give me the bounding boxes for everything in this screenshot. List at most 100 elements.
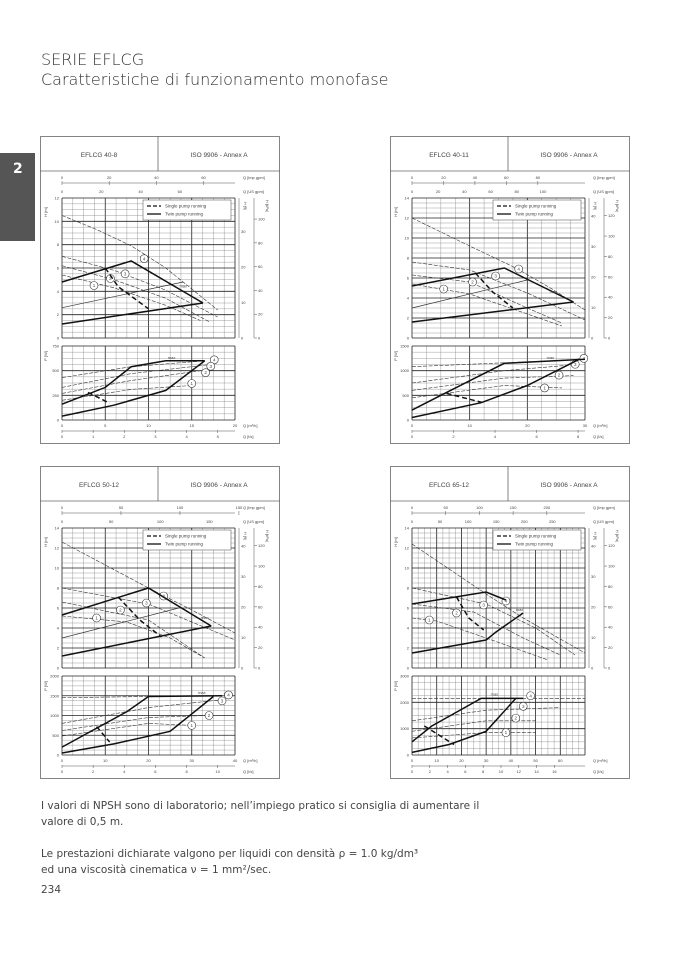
kpa-tick-label: 0 [608, 336, 611, 341]
head-curve-label: 4 [505, 599, 508, 604]
legend-single-label: Single pump running [515, 204, 557, 209]
power-curve-marker [501, 728, 511, 737]
us-tick-label: 0 [61, 519, 64, 524]
head-curve-label: 2 [109, 276, 112, 281]
ls-tick-label: 4 [446, 769, 449, 774]
head-curve-4 [411, 217, 586, 311]
imp-tick-label: 80 [536, 175, 541, 180]
ls-tick-label: 8 [185, 769, 188, 774]
head-tick-label: 2 [57, 646, 60, 651]
us-axis-label: Q [US gpm] [593, 519, 614, 524]
us-tick-label: 60 [488, 189, 493, 194]
q-tick-label: 10 [434, 758, 439, 763]
single-pump-power-curve [96, 726, 111, 743]
power-curve-label: 2 [515, 716, 518, 721]
chart-standard: ISO 9906 - Annex A [540, 152, 598, 159]
ft-tick-label: 0 [591, 666, 594, 671]
head-curve-3 [411, 261, 586, 321]
chart-standard: ISO 9906 - Annex A [190, 482, 248, 489]
kpa-tick-label: 40 [258, 625, 263, 630]
kpa-tick-label: 60 [258, 604, 263, 609]
ls-tick-label: 12 [517, 769, 522, 774]
us-tick-label: 100 [157, 519, 164, 524]
power-curve-2 [61, 715, 205, 731]
head-curve-marker [142, 598, 151, 608]
ls-tick-label: 4 [494, 434, 497, 439]
power-curve-3 [61, 699, 223, 724]
ft-tick-label: 10 [591, 305, 596, 310]
kpa-tick-label: 100 [608, 234, 615, 239]
ft-tick-label: 0 [241, 336, 244, 341]
chart-eflcg-65-12: EFLCG 65-12 ISO 9906 - Annex A0 50 100 150 20… [390, 466, 630, 779]
head-tick-label: 8 [407, 586, 410, 591]
power-curve-label: 4 [227, 693, 230, 698]
imp-tick-label: 20 [107, 175, 112, 180]
power-tick-label: 1000 [400, 368, 410, 373]
ls-tick-label: 14 [534, 769, 539, 774]
kpa-axis-label: H [kPa] [615, 200, 619, 212]
head-curve-label: 2 [455, 611, 458, 616]
twin-pump-head-curve [411, 267, 574, 303]
legend-twin-label: Twin pump running [515, 212, 554, 217]
ft-axis-label: H [ft] [593, 202, 597, 210]
kpa-tick-label: 120 [608, 543, 615, 548]
head-tick-label: 6 [57, 606, 60, 611]
head-curve-label: 2 [119, 608, 122, 613]
kpa-tick-label: 80 [258, 240, 263, 245]
imp-tick-label: 0 [411, 505, 414, 510]
twin-pump-head-curve [411, 301, 574, 323]
ft-axis-label: H [ft] [243, 202, 247, 210]
power-curve-4 [61, 360, 205, 378]
q-tick-label: 0 [61, 423, 64, 428]
chart-title: EFLCG 65-12 [429, 482, 469, 489]
power-curve-label: 4 [529, 693, 532, 698]
legend-twin-label: Twin pump running [515, 542, 554, 547]
max-label: max [179, 283, 187, 288]
series-title: SERIE EFLCG [41, 50, 145, 69]
us-axis-label: Q [US gpm] [243, 519, 264, 524]
head-tick-label: 8 [407, 256, 410, 261]
ls-tick-label: 0 [411, 769, 414, 774]
power-tick-label: 0 [407, 418, 410, 423]
kpa-tick-label: 40 [608, 625, 613, 630]
us-tick-label: 80 [515, 189, 520, 194]
head-curve-4 [61, 215, 218, 311]
kpa-tick-label: 0 [258, 666, 261, 671]
head-tick-label: 6 [407, 606, 410, 611]
head-tick-label: 2 [407, 316, 410, 321]
us-tick-label: 60 [178, 189, 183, 194]
power-curve-label: 1 [190, 381, 193, 386]
head-curve-marker [139, 254, 149, 263]
head-curve-4 [61, 541, 236, 634]
head-curve-4 [411, 543, 586, 654]
power-max-label: max [198, 690, 206, 695]
us-tick-label: 40 [462, 189, 467, 194]
q-axis-label: Q [m³/h] [243, 423, 257, 428]
kpa-tick-label: 80 [258, 584, 263, 589]
kpa-tick-label: 120 [258, 543, 265, 548]
head-tick-label: 6 [57, 266, 60, 271]
chart-eflcg-40-11: EFLCG 40-11 ISO 9906 - Annex A0 20 40 60 80 Q … [390, 136, 630, 444]
performance-note-line2: ed una viscosità cinematica ν = 1 mm²/se… [41, 864, 272, 876]
power-curve-label: 1 [190, 723, 193, 728]
ls-tick-label: 10 [499, 769, 504, 774]
power-tick-label: 500 [52, 368, 59, 373]
us-tick-label: 20 [99, 189, 104, 194]
kpa-tick-label: 20 [608, 645, 613, 650]
power-curve-2 [411, 375, 574, 391]
power-curve-marker [511, 713, 521, 723]
us-axis-label: Q [US gpm] [593, 189, 614, 194]
head-curve-label: 3 [145, 601, 148, 606]
head-curve-label: 3 [494, 274, 497, 279]
ls-tick-label: 8 [577, 434, 580, 439]
twin-pump-head-curve [61, 260, 204, 304]
us-axis-label: Q [US gpm] [243, 189, 264, 194]
kpa-axis-label: H [kPa] [615, 530, 619, 542]
ls-tick-label: 10 [215, 769, 220, 774]
ls-tick-label: 2 [123, 434, 126, 439]
q-tick-label: 15 [190, 423, 195, 428]
head-curve-label: 3 [482, 603, 485, 608]
ft-tick-label: 30 [241, 229, 246, 234]
kpa-tick-label: 80 [608, 584, 613, 589]
head-curve-1 [61, 615, 205, 659]
